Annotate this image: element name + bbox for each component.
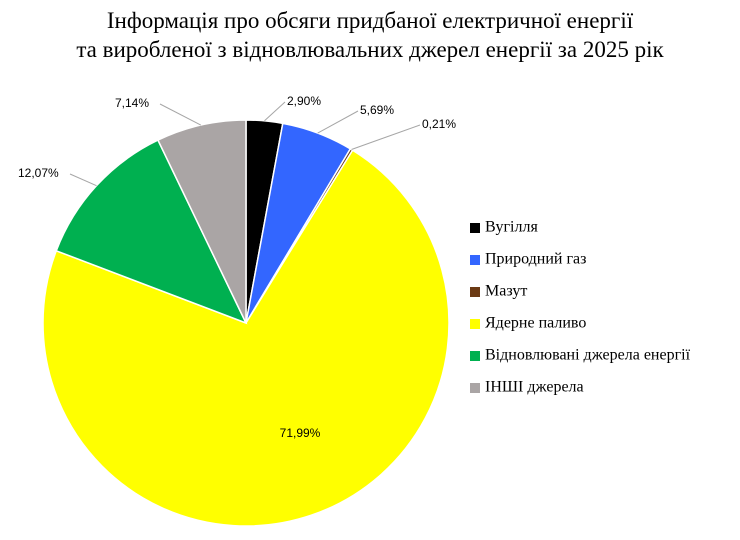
data-label-2: 5,69% — [360, 103, 394, 117]
chart-title-line-2: та виробленої з відновлювальних джерел е… — [76, 37, 664, 62]
leader-lines — [69, 101, 421, 187]
data-labels: 2,90% 5,69% 0,21% 71,99% 12,07% 7,14% — [18, 94, 456, 440]
leader-line-5 — [69, 173, 97, 187]
data-label-3: 0,21% — [422, 117, 456, 131]
leader-line-3 — [351, 124, 421, 150]
legend-swatch-3 — [470, 287, 480, 297]
legend-label-1: Вугілля — [485, 219, 538, 236]
data-label-4: 71,99% — [280, 426, 321, 440]
legend-label-4: Ядерне паливо — [485, 315, 586, 332]
legend: Вугілля Природний газ Мазут Ядерне паливо Ві… — [470, 219, 691, 396]
legend-label-6: ІНШІ джерела — [485, 379, 584, 396]
data-label-1: 2,90% — [287, 94, 321, 108]
legend-label-5: Відновлювані джерела енергії — [485, 347, 691, 364]
leader-line-2 — [317, 110, 359, 134]
pie-slices — [42, 119, 450, 527]
pie-slice-5 — [55, 139, 248, 325]
legend-swatch-4 — [470, 319, 480, 329]
legend-swatch-1 — [470, 223, 480, 233]
legend-swatch-2 — [470, 255, 480, 265]
legend-label-2: Природний газ — [485, 251, 586, 268]
data-label-5: 12,07% — [18, 166, 59, 180]
pie-slice-4 — [42, 149, 450, 527]
leader-line-1 — [264, 101, 286, 122]
legend-label-3: Мазут — [485, 283, 527, 300]
leader-line-6 — [159, 103, 202, 126]
chart-title: Інформація про обсяги придбаної електрич… — [0, 6, 740, 64]
data-label-6: 7,14% — [115, 96, 149, 110]
legend-swatch-6 — [470, 383, 480, 393]
legend-swatch-5 — [470, 351, 480, 361]
chart-title-line-1: Інформація про обсяги придбаної електрич… — [106, 8, 634, 33]
pie-slice-6 — [156, 119, 247, 324]
